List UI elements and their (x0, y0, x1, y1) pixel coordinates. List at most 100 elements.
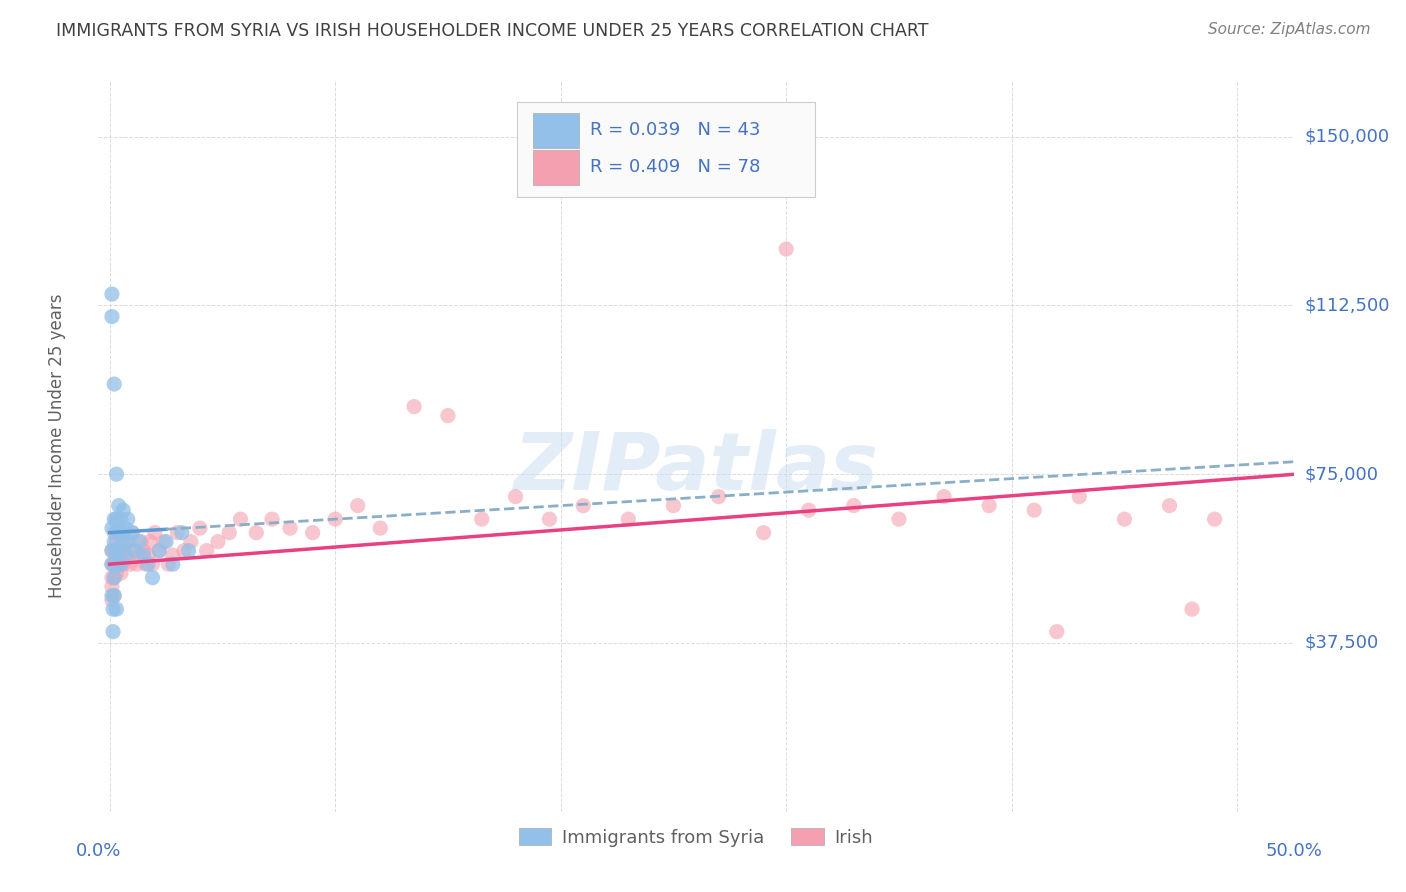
Point (572, 499, 595, 513)
Point (1114, 512, 1136, 526)
FancyBboxPatch shape (533, 150, 579, 185)
Text: $75,000: $75,000 (1305, 465, 1379, 483)
Point (101, 580, 124, 594)
Point (112, 543, 135, 558)
Point (162, 557, 184, 571)
Point (103, 512, 125, 526)
Text: R = 0.409   N = 78: R = 0.409 N = 78 (589, 158, 761, 176)
Point (105, 512, 128, 526)
Point (101, 287, 124, 301)
Point (278, 521, 301, 535)
Point (141, 557, 163, 571)
Point (842, 499, 865, 513)
Point (1204, 512, 1226, 526)
Point (662, 499, 685, 513)
Text: Source: ZipAtlas.com: Source: ZipAtlas.com (1208, 22, 1371, 37)
Point (180, 534, 202, 549)
Point (107, 543, 129, 558)
Point (101, 557, 124, 571)
Point (107, 557, 129, 571)
Point (245, 525, 267, 540)
Point (346, 499, 368, 513)
Point (103, 525, 125, 540)
Point (117, 512, 139, 526)
Point (110, 525, 132, 540)
Point (107, 521, 129, 535)
Point (121, 525, 143, 540)
Point (124, 543, 146, 558)
Text: IMMIGRANTS FROM SYRIA VS IRISH HOUSEHOLDER INCOME UNDER 25 YEARS CORRELATION CHA: IMMIGRANTS FROM SYRIA VS IRISH HOUSEHOLD… (56, 22, 929, 40)
Text: Householder Income Under 25 years: Householder Income Under 25 years (48, 293, 66, 599)
Point (323, 512, 346, 526)
Point (1069, 490, 1091, 504)
Point (105, 525, 128, 540)
Point (437, 409, 460, 423)
Point (301, 525, 323, 540)
Point (110, 548, 132, 562)
Point (112, 503, 135, 517)
Point (977, 499, 1000, 513)
FancyBboxPatch shape (517, 103, 815, 197)
Point (101, 310, 124, 324)
Point (1181, 602, 1204, 616)
Point (157, 557, 180, 571)
Point (101, 543, 124, 558)
Point (125, 557, 148, 571)
Point (128, 548, 150, 562)
Point (136, 548, 159, 562)
Point (471, 512, 494, 526)
Point (105, 548, 128, 562)
Point (129, 534, 152, 549)
Point (105, 543, 128, 558)
Point (218, 525, 240, 540)
Point (101, 571, 124, 585)
Point (173, 543, 195, 558)
Point (101, 543, 124, 558)
Point (155, 534, 177, 549)
Point (110, 512, 132, 526)
Point (135, 557, 157, 571)
Text: R = 0.039   N = 43: R = 0.039 N = 43 (589, 121, 761, 139)
Point (143, 525, 166, 540)
Point (101, 589, 124, 603)
Point (617, 512, 640, 526)
Point (101, 593, 124, 607)
Point (112, 557, 135, 571)
Point (103, 534, 125, 549)
Point (117, 534, 139, 549)
Point (101, 624, 124, 639)
Point (260, 512, 283, 526)
Point (207, 534, 229, 549)
Point (101, 602, 124, 616)
Point (707, 490, 730, 504)
Point (114, 548, 136, 562)
Point (114, 521, 136, 535)
Point (775, 242, 797, 256)
Point (141, 571, 163, 585)
Point (105, 602, 128, 616)
Point (538, 512, 561, 526)
Point (752, 525, 775, 540)
Point (124, 543, 146, 558)
Text: $150,000: $150,000 (1305, 128, 1389, 145)
Point (107, 543, 129, 558)
Point (101, 521, 124, 535)
Text: $37,500: $37,500 (1305, 634, 1379, 652)
Point (1159, 499, 1181, 513)
Point (103, 571, 125, 585)
Point (107, 557, 129, 571)
Point (103, 543, 125, 558)
Point (105, 512, 128, 526)
Point (103, 557, 125, 571)
Point (139, 534, 162, 549)
Point (153, 534, 176, 549)
Text: 0.0%: 0.0% (76, 842, 121, 860)
Point (103, 571, 125, 585)
Point (797, 503, 820, 517)
Point (110, 566, 132, 581)
Legend: Immigrants from Syria, Irish: Immigrants from Syria, Irish (512, 822, 880, 854)
Point (166, 525, 188, 540)
Point (132, 548, 155, 562)
Point (162, 548, 184, 562)
Point (101, 557, 124, 571)
